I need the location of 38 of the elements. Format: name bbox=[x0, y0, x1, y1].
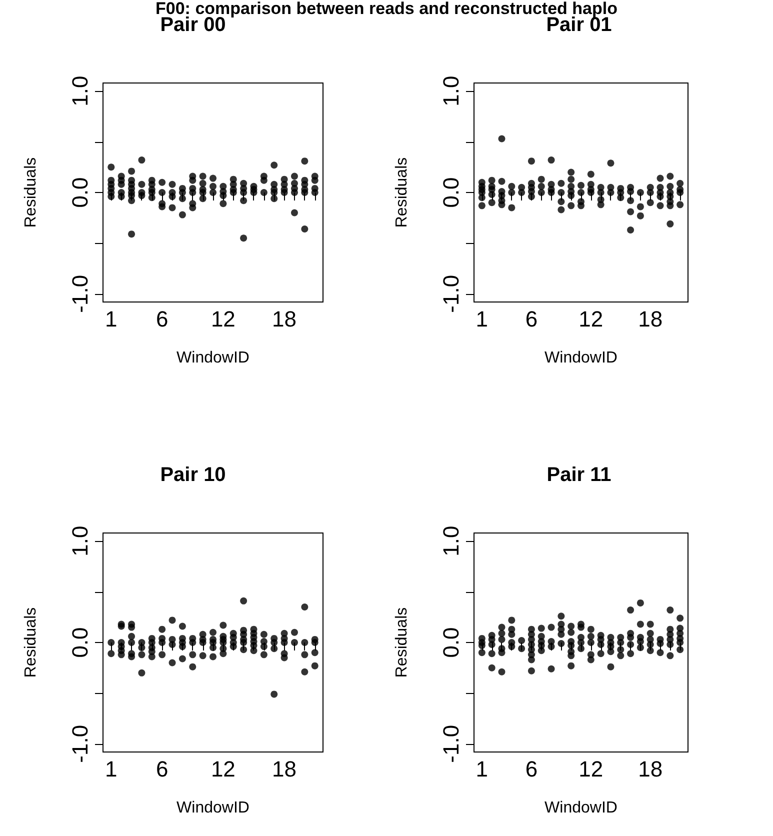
x-tick-label: 1 bbox=[476, 306, 488, 332]
x-tick-label: 18 bbox=[638, 756, 663, 782]
x-tick-label: 12 bbox=[210, 756, 236, 782]
x-tick-label: 18 bbox=[272, 306, 297, 332]
x-tick-label: 12 bbox=[210, 306, 236, 332]
y-tick-label: 1.0 bbox=[438, 526, 464, 556]
y-tick-label: -1.0 bbox=[68, 724, 92, 763]
y-tick-label: 0.0 bbox=[68, 627, 92, 658]
y-tick-label: -1.0 bbox=[68, 274, 92, 313]
x-tick-label: 1 bbox=[476, 756, 488, 782]
y-axis-title: Residuals bbox=[22, 607, 40, 678]
chart-title: Pair 11 bbox=[546, 464, 612, 486]
x-axis-title: WindowID bbox=[176, 350, 250, 366]
y-tick-label: 1.0 bbox=[68, 526, 92, 556]
x-tick-label: 6 bbox=[156, 306, 168, 332]
x-axis-title: WindowID bbox=[544, 800, 618, 816]
x-axis-title: WindowID bbox=[176, 800, 250, 816]
x-tick-label: 6 bbox=[156, 756, 168, 782]
x-tick-label: 1 bbox=[105, 756, 118, 782]
y-tick-label: 1.0 bbox=[68, 76, 92, 106]
y-axis-title: Residuals bbox=[22, 157, 40, 228]
y-tick-label: 0.0 bbox=[68, 177, 92, 208]
chart-title: Pair 10 bbox=[160, 464, 226, 486]
y-tick-label: 0.0 bbox=[438, 627, 464, 658]
y-axis-title: Residuals bbox=[394, 607, 410, 678]
x-tick-label: 12 bbox=[578, 756, 604, 782]
x-axis-title: WindowID bbox=[544, 350, 618, 366]
x-tick-label: 18 bbox=[272, 756, 297, 782]
y-tick-label: 1.0 bbox=[438, 76, 464, 106]
y-tick-label: -1.0 bbox=[438, 274, 464, 313]
y-axis-title: Residuals bbox=[394, 157, 410, 228]
x-tick-label: 1 bbox=[105, 306, 118, 332]
x-tick-label: 6 bbox=[525, 306, 538, 332]
y-tick-label: 0.0 bbox=[438, 177, 464, 208]
y-tick-label: -1.0 bbox=[438, 724, 464, 763]
x-tick-label: 12 bbox=[578, 306, 604, 332]
x-tick-label: 6 bbox=[525, 756, 538, 782]
x-tick-label: 18 bbox=[638, 306, 663, 332]
